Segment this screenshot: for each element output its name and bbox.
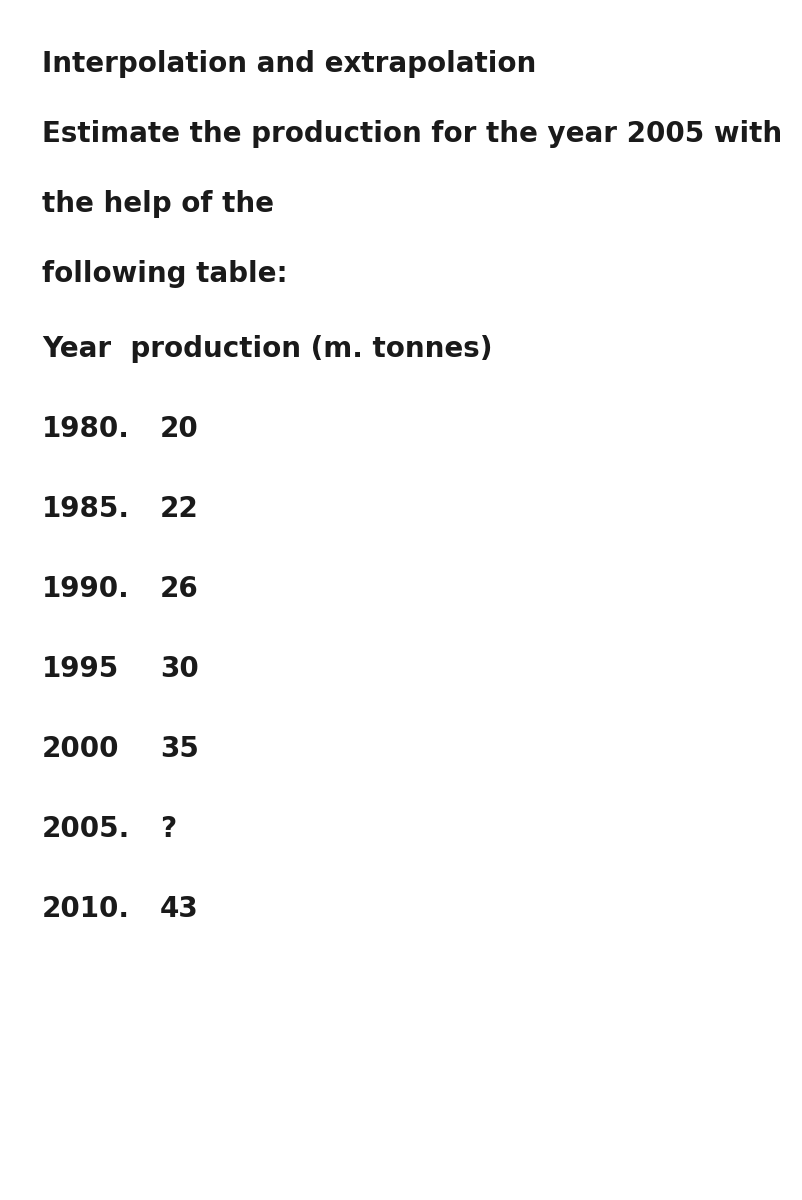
Text: 20: 20 (160, 415, 199, 443)
Text: Estimate the production for the year 2005 with: Estimate the production for the year 200… (42, 120, 782, 148)
Text: ?: ? (160, 815, 176, 842)
Text: Interpolation and extrapolation: Interpolation and extrapolation (42, 50, 537, 78)
Text: 1985.: 1985. (42, 494, 130, 523)
Text: 1990.: 1990. (42, 575, 130, 604)
Text: 2005.: 2005. (42, 815, 130, 842)
Text: Year  production (m. tonnes): Year production (m. tonnes) (42, 335, 492, 362)
Text: 30: 30 (160, 655, 199, 683)
Text: 1980.: 1980. (42, 415, 130, 443)
Text: the help of the: the help of the (42, 190, 274, 218)
Text: 1995: 1995 (42, 655, 119, 683)
Text: 2010.: 2010. (42, 895, 130, 923)
Text: 26: 26 (160, 575, 199, 604)
Text: 2000: 2000 (42, 734, 119, 763)
Text: 35: 35 (160, 734, 199, 763)
Text: following table:: following table: (42, 260, 288, 288)
Text: 22: 22 (160, 494, 199, 523)
Text: 43: 43 (160, 895, 199, 923)
